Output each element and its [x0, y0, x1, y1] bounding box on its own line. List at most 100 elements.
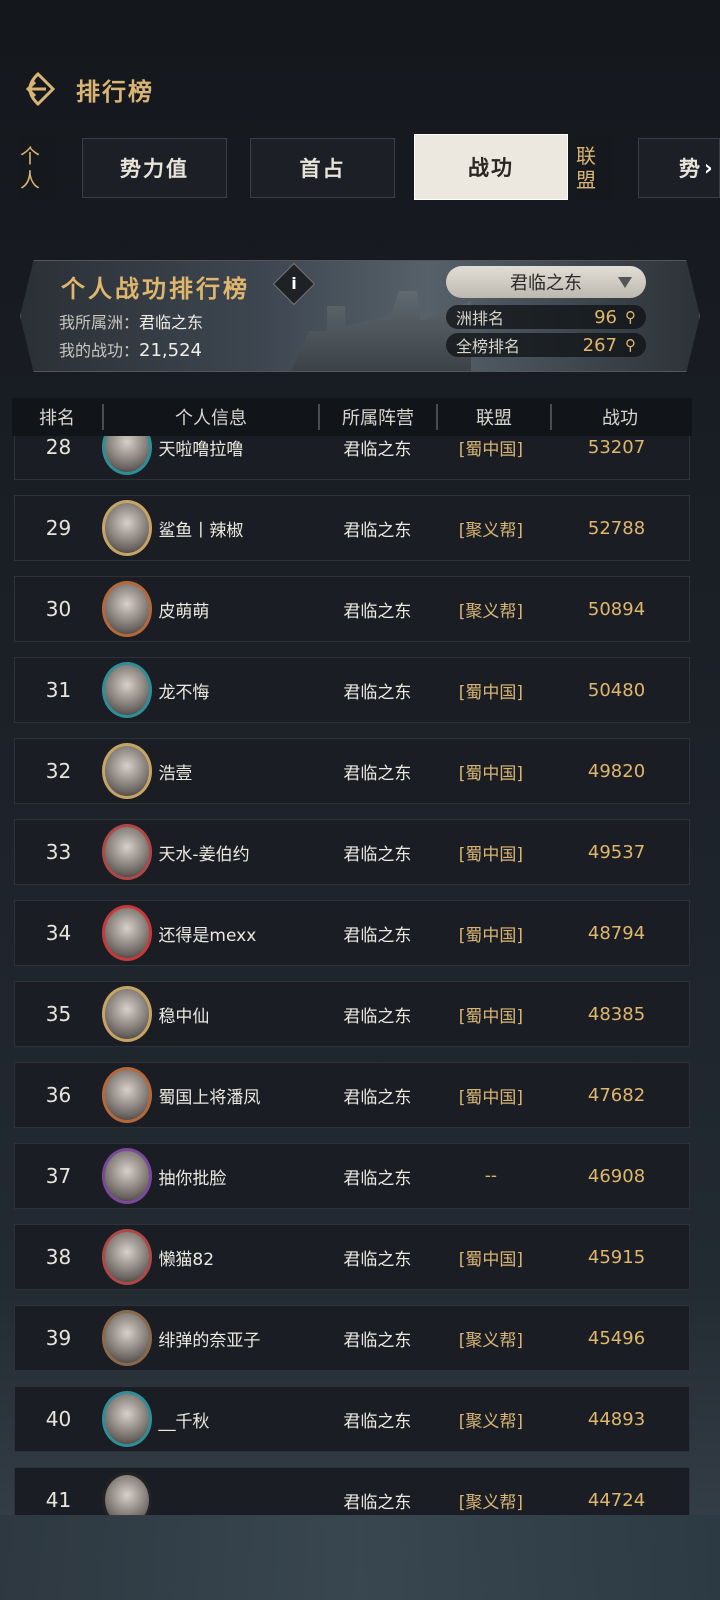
- table-row[interactable]: 40 __千秋 君临之东 [聚义帮] 44893: [14, 1386, 690, 1452]
- tab-merit[interactable]: 战功: [414, 134, 568, 200]
- alliance-cell: [聚义帮]: [458, 1492, 524, 1513]
- avatar[interactable]: [101, 824, 153, 880]
- avatar[interactable]: [101, 662, 153, 718]
- avatar[interactable]: [101, 1391, 153, 1447]
- alliance-cell: [蜀中国]: [458, 682, 524, 703]
- avatar[interactable]: [101, 905, 153, 961]
- search-icon[interactable]: ⚲: [625, 308, 636, 326]
- chevron-right-icon: ›: [704, 156, 715, 180]
- player-name[interactable]: 浩壹: [158, 763, 193, 784]
- avatar[interactable]: [101, 500, 153, 556]
- table-row[interactable]: 32 浩壹 君临之东 [蜀中国] 49820: [14, 738, 690, 804]
- divider: [550, 404, 552, 430]
- player-name[interactable]: 蜀国上将潘凤: [158, 1087, 261, 1108]
- rank-cell: 32: [45, 759, 72, 783]
- avatar[interactable]: [101, 1067, 153, 1123]
- alliance-cell: [蜀中国]: [458, 844, 524, 865]
- page-title: 排行榜: [76, 77, 154, 106]
- table-row[interactable]: 36 蜀国上将潘凤 君临之东 [蜀中国] 47682: [14, 1062, 690, 1128]
- table-row[interactable]: 39 绯弹的奈亚子 君临之东 [聚义帮] 45496: [14, 1305, 690, 1371]
- region-rank-label: 洲排名: [456, 309, 505, 328]
- rank-cell: 33: [45, 840, 72, 864]
- header-player: 个人信息: [175, 408, 247, 429]
- table-row[interactable]: 38 懒猫82 君临之东 [蜀中国] 45915: [14, 1224, 690, 1290]
- rank-cell: 35: [45, 1002, 72, 1026]
- avatar[interactable]: [101, 1472, 153, 1516]
- rank-cell: 36: [45, 1083, 72, 1107]
- merit-cell: 46908: [587, 1165, 646, 1187]
- alliance-cell: --: [484, 1166, 498, 1186]
- summary-banner: 个人战功排行榜 i 我所属洲：君临之东 我的战功：21,524 君临之东 洲排名…: [20, 260, 700, 372]
- merit-cell: 45915: [587, 1246, 646, 1268]
- avatar[interactable]: [101, 581, 153, 637]
- player-name[interactable]: 抽你批脸: [158, 1168, 227, 1189]
- my-merit: 我的战功：21,524: [59, 337, 202, 361]
- player-name[interactable]: 绯弹的奈亚子: [158, 1330, 261, 1351]
- table-row[interactable]: 37 抽你批脸 君临之东 -- 46908: [14, 1143, 690, 1209]
- info-icon: i: [291, 274, 297, 293]
- merit-cell: 47682: [587, 1084, 646, 1106]
- merit-cell: 48385: [587, 1003, 646, 1025]
- tab-group-personal[interactable]: 个人: [20, 136, 56, 200]
- camp-cell: 君临之东: [343, 1411, 412, 1432]
- merit-cell: 48794: [587, 922, 646, 944]
- tab-power[interactable]: 势力值: [82, 138, 227, 198]
- alliance-cell: [蜀中国]: [458, 439, 524, 460]
- table-row[interactable]: 33 天水-姜伯约 君临之东 [蜀中国] 49537: [14, 819, 690, 885]
- tab-first-capture[interactable]: 首占: [250, 138, 395, 198]
- header-merit: 战功: [602, 408, 638, 429]
- back-arrow-icon: [25, 71, 56, 107]
- player-name[interactable]: 懒猫82: [158, 1249, 215, 1270]
- tab-alliance-power[interactable]: 势 ›: [638, 138, 720, 198]
- rank-cell: 29: [45, 516, 72, 540]
- avatar[interactable]: [101, 1229, 153, 1285]
- rank-cell: 31: [45, 678, 72, 702]
- player-name[interactable]: 天啦噜拉噜: [158, 439, 244, 460]
- alliance-cell: [蜀中国]: [458, 1249, 524, 1270]
- camp-cell: 君临之东: [343, 1006, 412, 1027]
- divider: [318, 404, 320, 430]
- search-icon[interactable]: ⚲: [625, 336, 636, 354]
- camp-cell: 君临之东: [343, 682, 412, 703]
- region-rank[interactable]: 洲排名 96 ⚲: [446, 305, 646, 329]
- table-row[interactable]: 30 皮萌萌 君临之东 [聚义帮] 50894: [14, 576, 690, 642]
- rank-cell: 41: [45, 1488, 72, 1512]
- table-row[interactable]: 41 君临之东 [聚义帮] 44724: [14, 1467, 690, 1516]
- merit-cell: 44893: [587, 1408, 646, 1430]
- player-name[interactable]: 皮萌萌: [158, 601, 210, 622]
- alliance-cell: [蜀中国]: [458, 1087, 524, 1108]
- player-name[interactable]: 鲨鱼丨辣椒: [158, 520, 244, 541]
- avatar[interactable]: [101, 1148, 153, 1204]
- table-row[interactable]: 34 还得是mexx 君临之东 [蜀中国] 48794: [14, 900, 690, 966]
- avatar[interactable]: [101, 436, 153, 475]
- info-button[interactable]: i: [272, 262, 316, 306]
- camp-cell: 君临之东: [343, 520, 412, 541]
- region-dropdown[interactable]: 君临之东: [446, 266, 646, 298]
- alliance-cell: [蜀中国]: [458, 1006, 524, 1027]
- table-row[interactable]: 28 天啦噜拉噜 君临之东 [蜀中国] 53207: [14, 436, 690, 480]
- camp-cell: 君临之东: [343, 1168, 412, 1189]
- avatar[interactable]: [101, 986, 153, 1042]
- player-name[interactable]: 龙不悔: [158, 682, 210, 703]
- player-name[interactable]: 稳中仙: [158, 1006, 210, 1027]
- avatar[interactable]: [101, 743, 153, 799]
- player-name[interactable]: 天水-姜伯约: [158, 844, 250, 865]
- camp-cell: 君临之东: [343, 1330, 412, 1351]
- ranking-list[interactable]: 28 天啦噜拉噜 君临之东 [蜀中国] 53207 29 鲨鱼丨辣椒 君临之东 [聚义帮] 527…: [0, 436, 720, 1516]
- rank-cell: 37: [45, 1164, 72, 1188]
- camp-cell: 君临之东: [343, 439, 412, 460]
- table-row[interactable]: 35 稳中仙 君临之东 [蜀中国] 48385: [14, 981, 690, 1047]
- alliance-cell: [蜀中国]: [458, 763, 524, 784]
- player-name[interactable]: __千秋: [158, 1411, 210, 1432]
- merit-label: 我的战功：: [59, 341, 140, 360]
- back-button[interactable]: [18, 70, 56, 108]
- player-name[interactable]: 还得是mexx: [158, 925, 257, 946]
- table-header: 排名 个人信息 所属阵营 联盟 战功: [12, 398, 692, 436]
- camp-cell: 君临之东: [343, 1492, 412, 1513]
- table-row[interactable]: 31 龙不悔 君临之东 [蜀中国] 50480: [14, 657, 690, 723]
- table-row[interactable]: 29 鲨鱼丨辣椒 君临之东 [聚义帮] 52788: [14, 495, 690, 561]
- avatar[interactable]: [101, 1310, 153, 1366]
- global-rank[interactable]: 全榜排名 267 ⚲: [446, 333, 646, 357]
- tab-group-alliance[interactable]: 联盟: [576, 136, 612, 200]
- camp-cell: 君临之东: [343, 763, 412, 784]
